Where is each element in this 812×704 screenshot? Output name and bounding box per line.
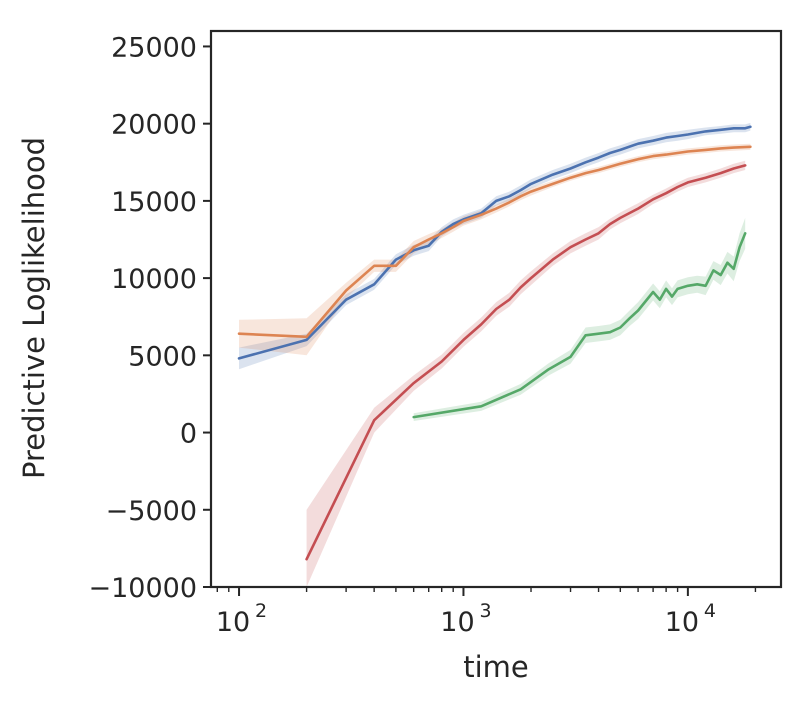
series-1-band [239,143,751,356]
plot-frame [209,29,783,589]
series-lines [237,125,752,561]
x-tick-label: 10 [665,607,699,638]
x-axis-label: time [463,650,529,684]
y-tick-label: −10000 [88,573,197,604]
x-tick-label: 10 [216,607,250,638]
y-tick-label: 25000 [111,32,197,63]
series-2-band [306,160,746,587]
y-axis-label: Predictive Loglikelihood [17,137,51,479]
x-tick-label: 10 [440,607,474,638]
series-0-line [237,125,752,360]
y-tick-label: 5000 [128,341,197,372]
x-tick-exponent: 4 [704,600,716,622]
y-tick-label: 10000 [111,264,197,295]
y-tick-label: 20000 [111,110,197,141]
confidence-bands [239,122,751,587]
y-tick-label: 15000 [111,187,197,218]
x-tick-exponent: 2 [255,600,267,622]
y-tick-label: −5000 [106,496,197,527]
series-1-line [237,145,752,339]
series-2-line [305,164,747,561]
x-tick-exponent: 3 [479,600,491,622]
y-tick-label: 0 [180,419,197,450]
series-3-line [412,232,747,419]
